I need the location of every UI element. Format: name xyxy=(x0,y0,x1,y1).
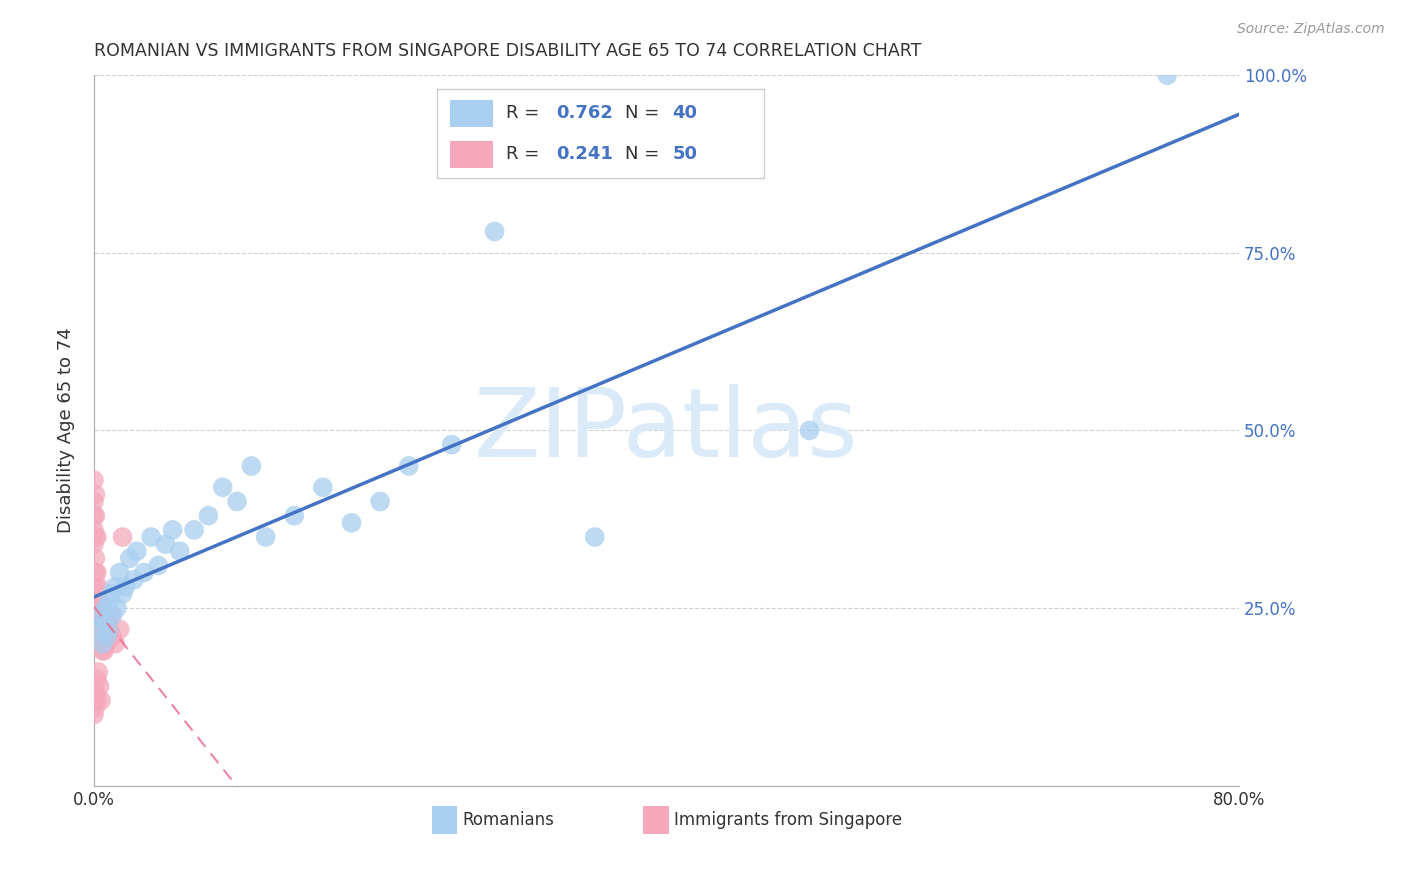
Point xyxy=(93,630,115,644)
Text: Romanians: Romanians xyxy=(463,811,554,829)
Point xyxy=(87,580,110,594)
Point xyxy=(94,623,117,637)
Point xyxy=(100,587,122,601)
Point xyxy=(101,630,124,644)
Point xyxy=(83,508,105,523)
Point xyxy=(93,615,115,630)
Point xyxy=(240,458,263,473)
Point xyxy=(101,608,124,623)
Point xyxy=(111,530,134,544)
Point xyxy=(84,487,107,501)
Point xyxy=(398,458,420,473)
Point xyxy=(86,615,108,630)
Point xyxy=(484,225,506,239)
Point xyxy=(83,693,105,707)
Point xyxy=(197,508,219,523)
Point xyxy=(108,566,131,580)
Point xyxy=(100,608,122,623)
Point xyxy=(83,679,105,693)
Point xyxy=(132,566,155,580)
Point xyxy=(83,473,105,487)
Point xyxy=(122,573,145,587)
Point xyxy=(169,544,191,558)
Point xyxy=(86,566,108,580)
Point xyxy=(118,551,141,566)
Point xyxy=(84,530,107,544)
Point xyxy=(94,601,117,615)
Point xyxy=(89,637,111,651)
Point xyxy=(283,508,305,523)
Point xyxy=(104,580,127,594)
Point xyxy=(162,523,184,537)
Point xyxy=(108,623,131,637)
Point xyxy=(86,693,108,707)
Point xyxy=(90,693,112,707)
Point xyxy=(89,679,111,693)
Point xyxy=(83,537,105,551)
Point xyxy=(89,623,111,637)
Point xyxy=(141,530,163,544)
Point xyxy=(84,551,107,566)
Point xyxy=(89,594,111,608)
Text: Source: ZipAtlas.com: Source: ZipAtlas.com xyxy=(1237,22,1385,37)
Point xyxy=(90,608,112,623)
Point xyxy=(93,643,115,657)
Point xyxy=(155,537,177,551)
Point xyxy=(87,623,110,637)
Point xyxy=(312,480,335,494)
Point xyxy=(84,580,107,594)
Point xyxy=(89,615,111,630)
Point xyxy=(254,530,277,544)
Point xyxy=(90,637,112,651)
Point xyxy=(111,587,134,601)
Point xyxy=(97,623,120,637)
Point xyxy=(98,623,121,637)
Point xyxy=(83,707,105,722)
Point xyxy=(211,480,233,494)
Point xyxy=(91,637,114,651)
Point xyxy=(86,587,108,601)
Point xyxy=(1156,68,1178,82)
Text: Immigrants from Singapore: Immigrants from Singapore xyxy=(675,811,903,829)
Point xyxy=(87,637,110,651)
Point xyxy=(84,686,107,700)
Point xyxy=(105,601,128,615)
Point xyxy=(86,601,108,615)
Bar xyxy=(644,805,669,834)
Text: ROMANIAN VS IMMIGRANTS FROM SINGAPORE DISABILITY AGE 65 TO 74 CORRELATION CHART: ROMANIAN VS IMMIGRANTS FROM SINGAPORE DI… xyxy=(94,42,921,60)
Point xyxy=(86,672,108,686)
Point xyxy=(91,643,114,657)
Point xyxy=(97,615,120,630)
Point xyxy=(87,665,110,679)
Point xyxy=(96,630,118,644)
Point xyxy=(125,544,148,558)
Point xyxy=(86,530,108,544)
Point xyxy=(84,700,107,714)
Point xyxy=(84,508,107,523)
Y-axis label: Disability Age 65 to 74: Disability Age 65 to 74 xyxy=(58,327,75,533)
Point xyxy=(368,494,391,508)
Point xyxy=(183,523,205,537)
Point xyxy=(90,608,112,623)
Point xyxy=(583,530,606,544)
Point xyxy=(90,623,112,637)
Point xyxy=(84,566,107,580)
Point xyxy=(87,601,110,615)
Point xyxy=(91,623,114,637)
Point xyxy=(114,580,136,594)
Bar xyxy=(432,805,457,834)
Point xyxy=(340,516,363,530)
Point xyxy=(98,594,121,608)
Point xyxy=(148,558,170,573)
Point xyxy=(83,523,105,537)
Point xyxy=(104,637,127,651)
Text: ZIPatlas: ZIPatlas xyxy=(474,384,859,477)
Point xyxy=(799,424,821,438)
Point xyxy=(440,437,463,451)
Point xyxy=(83,494,105,508)
Point xyxy=(94,637,117,651)
Point xyxy=(96,637,118,651)
Point xyxy=(226,494,249,508)
